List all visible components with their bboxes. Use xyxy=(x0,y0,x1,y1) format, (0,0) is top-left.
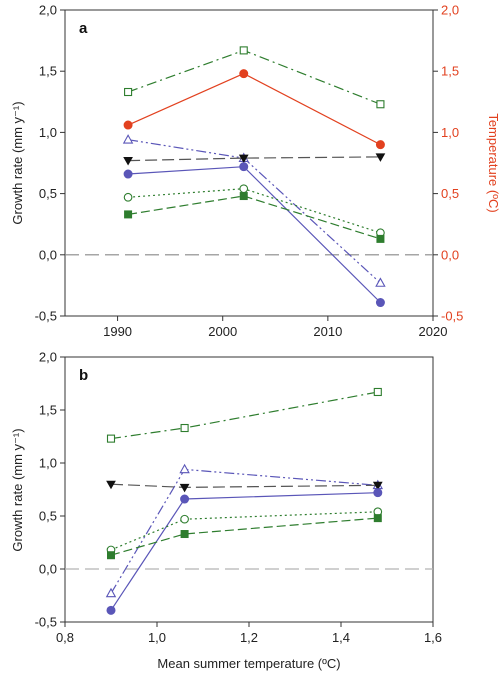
panel-a-x-tick-label: 1990 xyxy=(103,324,132,339)
panel-a-data-point xyxy=(123,120,133,130)
panel-a-data-point xyxy=(375,298,385,308)
panel-a-series-line xyxy=(128,188,381,234)
panel-b-data-point xyxy=(180,494,190,504)
panel-a-y-tick-label: 0,5 xyxy=(39,186,57,201)
panel-a-data-point xyxy=(375,277,386,287)
panel-a-y2-tick-label: 0,0 xyxy=(441,247,459,262)
panel-a-label: a xyxy=(79,20,88,37)
panel-b-data-point xyxy=(106,480,116,490)
panel-b-data-point xyxy=(106,605,116,615)
panel-a-data-point xyxy=(238,154,249,164)
panel-a-data-point xyxy=(239,69,249,79)
panel-a-data-point xyxy=(123,169,133,179)
panel-a-y2-tick-label: 0,5 xyxy=(441,186,459,201)
panel-a-series-line xyxy=(128,156,381,162)
panel-a-frame xyxy=(64,9,434,317)
panel-a-data-point xyxy=(124,210,133,219)
panel-a-y-tick-label: 2,0 xyxy=(39,3,57,18)
panel-b-x-tick-label: 1,4 xyxy=(332,630,350,645)
panel-a-y2-tick-label: 1,5 xyxy=(441,64,459,79)
panel-a-data-point xyxy=(376,234,385,243)
panel-b-data-point xyxy=(179,463,190,474)
panel-a-x-tick-label: 2000 xyxy=(208,324,237,339)
panel-a-data-point xyxy=(375,140,385,150)
panel-b-y-tick-label: 2,0 xyxy=(39,350,57,365)
panel-b-data-point xyxy=(180,514,189,524)
panel-a-data-point xyxy=(123,157,133,166)
panel-a-data-point xyxy=(122,134,134,144)
panel-b-y-tick-label: 1,0 xyxy=(39,456,57,471)
panel-a-y2-tick-label: -0,5 xyxy=(441,309,463,324)
panel-a-data-point xyxy=(123,192,133,202)
panel-b-series-line xyxy=(110,468,378,594)
panel-a-x-tick-label: 2010 xyxy=(313,324,342,339)
panel-b-data-point xyxy=(107,551,115,560)
panel-b-x-tick-label: 1,2 xyxy=(240,630,258,645)
panel-a-y2-axis-label: Temperature (ºC) xyxy=(486,113,501,212)
panel-a-y-tick-label: -0,5 xyxy=(35,309,57,324)
panel-b-x-tick-label: 1,0 xyxy=(148,630,166,645)
panel-b-label: b xyxy=(79,367,88,384)
panel-a-data-point xyxy=(239,162,249,172)
panel-b: b Growth rate (mm y⁻¹) Mean summer tempe… xyxy=(10,350,442,672)
panel-b-data-point xyxy=(373,488,383,498)
panel-b-y-tick-label: 0,5 xyxy=(39,509,57,524)
panel-b-data-point xyxy=(179,483,190,493)
panel-a-y-tick-label: 1,0 xyxy=(39,125,57,140)
panel-b-x-tick-label: 1,6 xyxy=(424,630,442,645)
panel-a-series-line xyxy=(128,166,381,303)
panel-a-y-tick-label: 1,5 xyxy=(39,64,57,79)
panel-b-y-axis-label: Growth rate (mm y⁻¹) xyxy=(10,428,25,551)
panel-a-x-tick-label: 2020 xyxy=(419,324,448,339)
panel-b-x-tick-label: 0,8 xyxy=(56,630,74,645)
panel-a-data-point xyxy=(239,192,248,201)
panel-b-series-line xyxy=(110,391,378,440)
panel-a-series-line xyxy=(128,195,381,240)
panel-b-data-point xyxy=(373,387,382,397)
panel-a-series-line xyxy=(127,49,381,105)
panel-a-y2-tick-label: 2,0 xyxy=(441,3,459,18)
panel-b-data-point xyxy=(373,514,382,523)
panel-b-y-tick-label: -0,5 xyxy=(35,615,57,630)
panel-b-data-point xyxy=(180,530,189,539)
panel-a-series-line xyxy=(127,72,381,146)
panel-a-y-axis-label: Growth rate (mm y⁻¹) xyxy=(10,101,25,224)
panel-b-data-point xyxy=(106,434,116,443)
panel-b-y-tick-label: 1,5 xyxy=(39,403,57,418)
panel-a-data-point xyxy=(376,100,385,109)
panel-a-data-point xyxy=(124,87,133,97)
panel-b-data-point xyxy=(105,587,117,598)
panel-b-series-line xyxy=(110,511,378,551)
panel-b-data-point xyxy=(372,481,383,491)
panel-b-y-tick-label: 0,0 xyxy=(39,562,57,577)
panel-b-data-point xyxy=(180,423,189,433)
panel-a-series-line xyxy=(128,139,381,284)
panel-a-y-tick-label: 0,0 xyxy=(39,247,57,262)
panel-a-data-point xyxy=(375,153,386,162)
panel-a-y2-tick-label: 1,0 xyxy=(441,125,459,140)
panel-a-data-point xyxy=(239,46,248,55)
panel-b-x-axis-label: Mean summer temperature (ºC) xyxy=(157,656,340,671)
panel-b-series-line xyxy=(110,492,378,611)
panel-a: a Growth rate (mm y⁻¹) Temperature (ºC) … xyxy=(10,3,501,340)
panel-b-series-line xyxy=(110,483,378,489)
panel-a-data-point xyxy=(239,184,249,194)
